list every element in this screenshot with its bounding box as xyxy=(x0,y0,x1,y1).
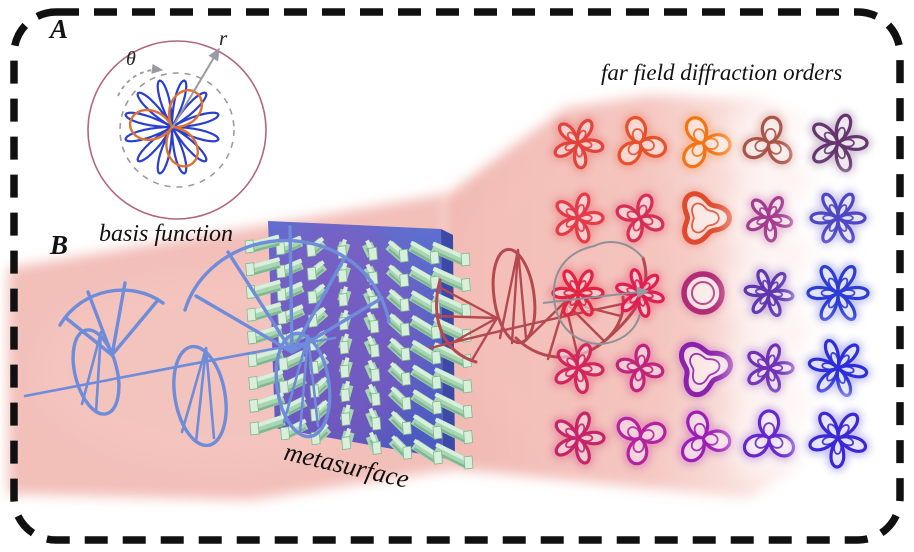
diffraction-order-r2c5 xyxy=(794,174,882,262)
diffraction-order-r4c4 xyxy=(725,324,813,412)
meta-atom xyxy=(363,335,380,358)
meta-atom xyxy=(364,383,381,407)
diffraction-order-r5c5 xyxy=(794,394,882,482)
panel-b-label: B xyxy=(50,230,69,260)
incident-helix xyxy=(23,225,391,448)
meta-atom xyxy=(363,311,380,334)
meta-atom xyxy=(249,414,286,436)
meta-atom xyxy=(365,407,382,431)
meta-atom xyxy=(364,359,381,383)
diffraction-order-r4c3 xyxy=(677,339,735,400)
diffraction-order-r1c1 xyxy=(550,116,608,173)
meta-atom xyxy=(387,337,411,362)
diffraction-order-r5c3 xyxy=(678,407,735,466)
diffraction-order-r5c2 xyxy=(613,413,670,469)
meta-atom xyxy=(309,376,331,399)
far-field-title: far field diffraction orders xyxy=(601,60,843,85)
diffraction-order-r4c1 xyxy=(551,340,608,397)
basis-rose-primary xyxy=(124,79,220,175)
diffraction-order-r5c4 xyxy=(725,394,813,482)
meta-atom xyxy=(307,283,328,305)
meta-atom xyxy=(306,260,328,281)
diffraction-order-r3c4 xyxy=(725,249,813,337)
radial-axis-label: r xyxy=(219,26,228,50)
diffraction-order-r1c5 xyxy=(794,99,882,187)
meta-atom xyxy=(387,361,411,386)
radial-axis-arrow xyxy=(171,47,220,129)
diffraction-order-r3c3 xyxy=(679,269,727,317)
meta-atom xyxy=(365,431,382,455)
angle-axis-arrow xyxy=(117,63,164,97)
diffraction-order-r3c5 xyxy=(794,249,882,337)
meta-atom xyxy=(362,263,379,286)
meta-atom xyxy=(338,357,353,379)
meta-atom xyxy=(432,367,473,394)
meta-atom xyxy=(385,239,409,263)
diffraction-order-r4c2 xyxy=(612,340,668,396)
meta-atom xyxy=(337,286,352,307)
basis-function-plot xyxy=(87,40,267,220)
meta-atom xyxy=(278,350,307,371)
basis-function-caption: basis function xyxy=(99,221,234,247)
meta-atom xyxy=(388,435,413,460)
polar-inner-dashed-circle xyxy=(119,72,235,188)
meta-atom xyxy=(433,417,474,445)
meta-atom xyxy=(410,414,443,440)
meta-atom xyxy=(408,240,440,265)
meta-atom xyxy=(388,410,412,436)
meta-atom xyxy=(409,290,441,315)
meta-atom xyxy=(409,339,442,365)
diffraction-order-r1c4 xyxy=(725,99,813,187)
figure-dashed-border xyxy=(10,8,904,544)
diffraction-order-r5c1 xyxy=(551,408,609,468)
meta-atom xyxy=(339,404,354,427)
diffraction-order-r4c5 xyxy=(794,324,882,412)
meta-atom xyxy=(340,427,355,451)
meta-atom xyxy=(339,380,354,403)
spiral-guide xyxy=(542,241,650,345)
diffraction-order-r1c2 xyxy=(614,113,670,169)
meta-atom xyxy=(411,438,443,465)
meta-atom xyxy=(338,333,353,355)
meta-atom xyxy=(245,257,282,277)
diffraction-order-r2c1 xyxy=(552,189,608,247)
meta-atom xyxy=(410,389,443,415)
angle-axis-label: θ xyxy=(126,48,136,70)
diffraction-order-r1c3 xyxy=(679,113,735,172)
panel-a-label: A xyxy=(50,14,69,44)
diffraction-order-r3c1 xyxy=(548,266,608,320)
meta-atom xyxy=(387,386,412,411)
diffraction-order-r2c3 xyxy=(680,189,735,247)
diffraction-order-r2c4 xyxy=(725,174,813,262)
diffraction-order-r2c2 xyxy=(612,190,668,246)
meta-atom xyxy=(336,262,351,283)
meta-atom xyxy=(386,288,410,312)
meta-atom xyxy=(385,264,410,288)
meta-atom xyxy=(362,239,378,261)
output-helix xyxy=(428,247,654,364)
meta-atom xyxy=(409,315,441,340)
far-field-grid xyxy=(548,99,882,482)
meta-atom xyxy=(386,313,411,337)
meta-atom xyxy=(410,364,442,390)
